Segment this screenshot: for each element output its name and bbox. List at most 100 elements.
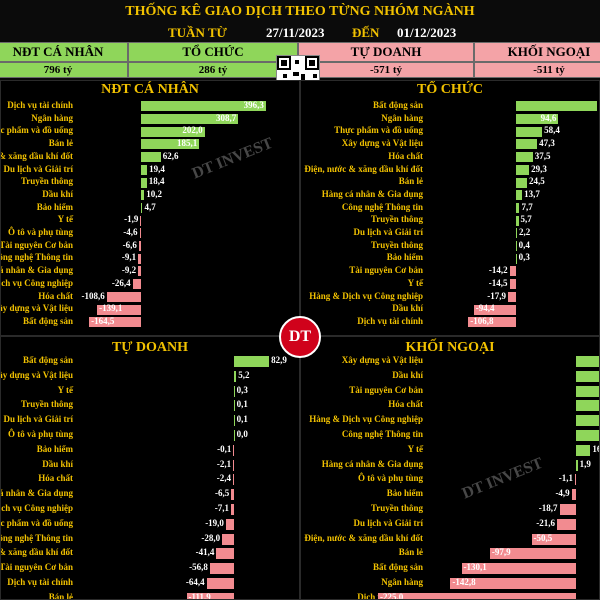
category-label: Xây dựng và Vật liệu xyxy=(341,355,423,365)
bar xyxy=(576,355,599,367)
bar xyxy=(234,370,237,382)
category-label: Tài nguyên Cơ bản xyxy=(0,562,73,573)
category-label: Dầu khí xyxy=(42,188,73,199)
chart-title-individual: NĐT CÁ NHÂN xyxy=(101,82,199,97)
bar xyxy=(509,279,516,290)
category-label: Y tế xyxy=(407,277,423,288)
bar xyxy=(141,190,145,201)
bar-value-label: 2,2 xyxy=(518,227,531,237)
category-label: Điện, nước & xăng dầu khí đốt xyxy=(304,532,423,543)
bar-value-label: -21,6 xyxy=(536,517,555,528)
bar xyxy=(516,114,559,125)
bar-value-label: -56,8 xyxy=(189,562,208,573)
bar-value-label: 0,0 xyxy=(236,429,248,439)
bar xyxy=(516,164,530,175)
summary-name-individual: NĐT CÁ NHÂN xyxy=(0,42,128,62)
category-label: Dịch vụ tài chính xyxy=(7,577,73,587)
category-label: Du lịch và Giải trí xyxy=(353,227,424,237)
bar xyxy=(489,548,576,560)
category-label: Y tế xyxy=(57,214,73,225)
bar-value-label: -130,1 xyxy=(463,562,487,573)
bar-value-label: -111,9 xyxy=(188,591,211,600)
bar xyxy=(141,101,266,112)
bar-value-label: 24,5 xyxy=(528,176,545,187)
category-label: Dầu khí xyxy=(392,369,423,380)
category-label: Ô tô và phụ tùng xyxy=(7,429,73,439)
bar xyxy=(233,444,234,456)
category-label: Xây dựng và Vật liệu xyxy=(1,303,73,314)
category-label: Bán lẻ xyxy=(398,176,423,187)
category-label: Bán lẻ xyxy=(48,138,73,149)
bar-value-label: -1,1 xyxy=(558,473,574,484)
bar-value-label: 16,4 xyxy=(592,443,599,454)
category-label: Truyền thông xyxy=(20,399,73,410)
bar xyxy=(576,459,578,471)
category-label: Hóa chất xyxy=(388,399,423,410)
category-label: Tài nguyên Cơ bản xyxy=(349,265,423,276)
bar-value-label: 94,6 xyxy=(540,112,557,123)
category-label: Thực phẩm và đồ uống xyxy=(0,517,73,528)
bar xyxy=(450,577,576,589)
bar-value-label: -4,6 xyxy=(123,227,138,237)
category-label: Truyền thông xyxy=(20,176,73,187)
category-label: Du lịch và Giải trí xyxy=(3,163,74,174)
bar xyxy=(531,533,576,545)
bar xyxy=(138,266,141,277)
bar xyxy=(206,577,234,589)
category-label: Tài nguyên Cơ bản xyxy=(0,239,73,250)
bar-value-label: 58,4 xyxy=(544,125,560,136)
bar xyxy=(233,459,234,471)
bar xyxy=(140,215,141,226)
bar xyxy=(216,548,234,560)
category-label: Ô tô và phụ tùng xyxy=(7,227,73,237)
bar xyxy=(473,304,516,315)
summary-value-institution: 286 tỷ xyxy=(128,62,298,78)
bar xyxy=(141,139,200,150)
category-label: Hàng & Dịch vụ Công nghiệp xyxy=(1,503,73,513)
bar-value-label: 5,7 xyxy=(520,214,532,225)
category-label: Bán lẻ xyxy=(48,591,73,600)
page-title: THỐNG KÊ GIAO DỊCH THEO TỪNG NHÓM NGÀNH xyxy=(125,4,475,19)
category-label: Dầu khí xyxy=(42,458,73,469)
bar-value-label: -19,0 xyxy=(205,517,224,528)
bar xyxy=(576,415,599,427)
summary-value-proprietary: -571 tỷ xyxy=(298,62,474,78)
bar xyxy=(232,474,234,486)
bar xyxy=(576,385,599,397)
category-label: Bất động sản xyxy=(22,315,73,326)
chart-panel-individual: NĐT CÁ NHÂN Dịch vụ tài chính 396,3 Ngân h… xyxy=(0,80,300,336)
category-label: Hàng cá nhân & Gia dụng xyxy=(1,488,73,499)
bar xyxy=(516,253,517,264)
bar-value-label: -225,0 xyxy=(380,591,404,600)
bar-value-label: -26,4 xyxy=(111,277,131,288)
bar xyxy=(234,429,235,441)
bar-value-label: -94,4 xyxy=(475,303,495,314)
summary-name-institution: TỔ CHỨC xyxy=(128,42,298,62)
bar xyxy=(556,518,576,530)
category-label: Công nghệ Thông tin xyxy=(1,252,73,263)
bar xyxy=(576,370,599,382)
bar-value-label: 0,1 xyxy=(236,399,248,410)
bar-value-label: 18,4 xyxy=(148,176,165,187)
category-label: Công nghệ Thông tin xyxy=(1,532,73,543)
bar-value-label: 396,3 xyxy=(243,100,264,110)
category-label: Y tế xyxy=(407,443,423,454)
bar-value-label: -2,4 xyxy=(216,473,231,484)
bar-value-label: 5,2 xyxy=(238,369,250,380)
bar xyxy=(138,241,141,252)
bar xyxy=(97,304,141,315)
bar xyxy=(576,429,599,441)
bar xyxy=(132,279,141,290)
bar xyxy=(516,202,520,213)
bar xyxy=(468,317,516,328)
bar-value-label: -106,8 xyxy=(470,315,494,326)
category-label: Ngân hàng xyxy=(31,112,73,123)
bar-value-label: -64,4 xyxy=(185,577,205,587)
summary-name-foreign: KHỐI NGOẠI xyxy=(474,42,600,62)
bar xyxy=(141,164,148,175)
chart-panel-proprietary: TỰ DOANH Bất động sản 82,9 Xây dựng và Vật… xyxy=(0,336,300,600)
bar-value-label: 0,4 xyxy=(518,239,530,250)
bar xyxy=(559,503,576,515)
bar-value-label: -2,1 xyxy=(216,458,232,469)
bar xyxy=(516,152,533,163)
